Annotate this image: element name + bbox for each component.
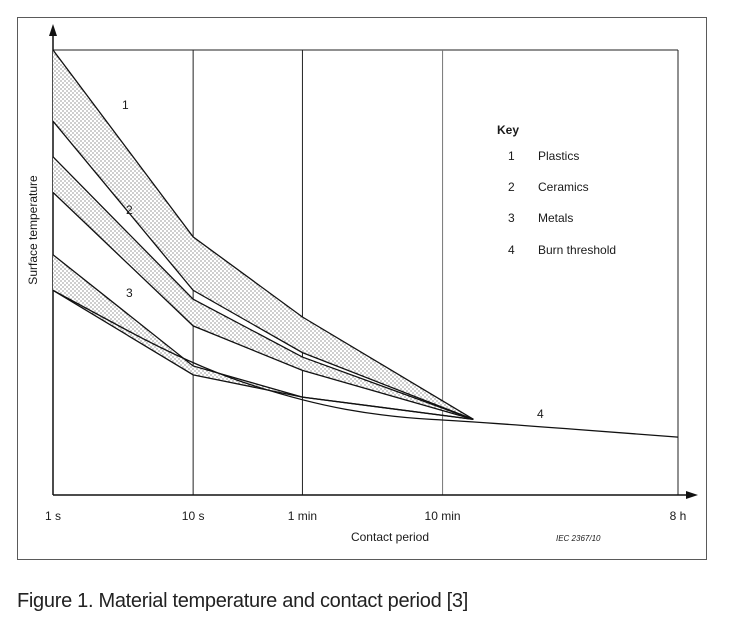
key-num-4: 4 (508, 243, 515, 257)
x-tick-label: 10 min (425, 509, 461, 523)
key-label-1: Plastics (538, 149, 579, 163)
band-lower-line-3 (52, 289, 474, 420)
key-num-2: 2 (508, 180, 515, 194)
figure-frame (17, 17, 707, 560)
threshold-label: 4 (537, 407, 544, 421)
band-upper-line-2 (52, 156, 474, 420)
chart: 1 s 10 s 1 min 10 min 8 h 1 2 3 4 Key 1 Plas… (26, 24, 698, 544)
key-label-2: Ceramics (538, 180, 589, 194)
key-num-3: 3 (508, 211, 515, 225)
x-tick-labels: 1 s 10 s 1 min 10 min 8 h (45, 509, 686, 523)
band-lower-line-1 (52, 120, 474, 420)
key-label-3: Metals (538, 211, 573, 225)
grid-lines (53, 49, 679, 495)
material-bands (52, 49, 474, 420)
figure-caption: Figure 1. Material temperature and conta… (17, 590, 469, 612)
key: Key 1 Plastics 2 Ceramics 3 Metals 4 Bur… (497, 123, 616, 257)
source-note: IEC 2367/10 (556, 534, 601, 543)
x-axis-title: Contact period (351, 530, 429, 544)
x-axis-arrow (686, 491, 698, 499)
x-tick-label: 1 s (45, 509, 61, 523)
band-upper-line-1 (52, 49, 474, 420)
x-tick-label: 10 s (182, 509, 205, 523)
band-label-metals: 3 (126, 286, 133, 300)
band-label-ceramics: 2 (126, 203, 133, 217)
key-label-4: Burn threshold (538, 243, 616, 257)
y-axis-title: Surface temperature (26, 175, 40, 285)
y-axis-arrow (49, 24, 57, 36)
burn-threshold (52, 289, 679, 438)
x-tick-label: 1 min (288, 509, 317, 523)
band-label-plastics: 1 (122, 98, 129, 112)
band-lower-line-2 (52, 191, 474, 420)
key-title: Key (497, 123, 519, 137)
x-tick-label: 8 h (670, 509, 687, 523)
burn-threshold-line (52, 289, 679, 438)
key-num-1: 1 (508, 149, 515, 163)
